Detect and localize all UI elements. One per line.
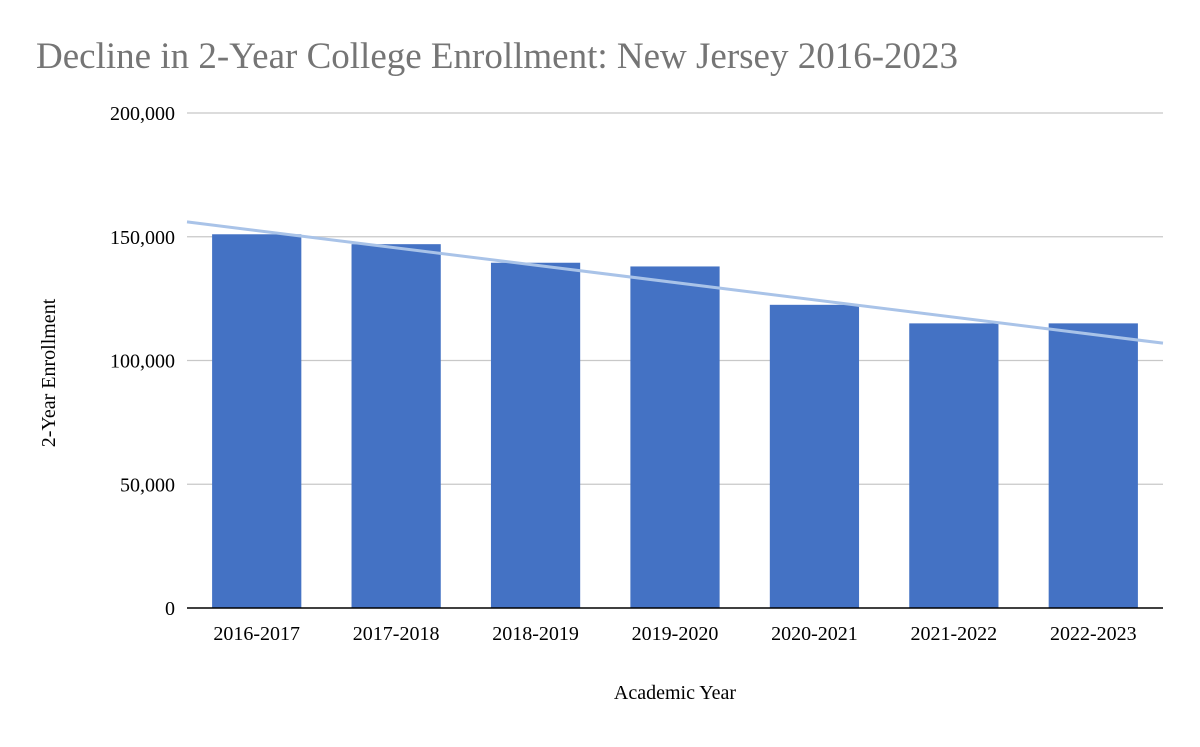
y-tick-label: 200,000 — [110, 103, 175, 125]
bar-2016-2017 — [212, 234, 302, 608]
axes: 0 50,000 100,000 150,000 200,000 2016-2017 201… — [110, 103, 1163, 645]
x-tick-label: 2016-2017 — [213, 623, 300, 645]
y-tick-label: 50,000 — [120, 474, 175, 496]
bar-2021-2022 — [909, 323, 999, 608]
x-tick-label: 2020-2021 — [771, 623, 858, 645]
trendline-layer — [186, 220, 1164, 345]
bar-2019-2020 — [630, 266, 720, 608]
chart-title: Decline in 2-Year College Enrollment: Ne… — [36, 36, 958, 77]
x-tick-label: 2018-2019 — [492, 623, 579, 645]
y-tick-label: 0 — [165, 598, 175, 620]
trendline — [186, 220, 1164, 345]
bar-2020-2021 — [769, 304, 860, 608]
y-tick-label: 150,000 — [110, 227, 175, 249]
y-axis-label: 2-Year Enrollment — [38, 298, 60, 447]
bar-2018-2019 — [490, 262, 581, 608]
x-tick-label: 2019-2020 — [632, 623, 719, 645]
bar-2022-2023 — [1048, 323, 1138, 608]
bars — [212, 234, 1138, 609]
x-axis-label: Academic Year — [614, 682, 737, 704]
bar-2017-2018 — [351, 244, 441, 609]
x-tick-label: 2021-2022 — [911, 623, 998, 645]
y-tick-label: 100,000 — [110, 351, 175, 373]
x-tick-label: 2017-2018 — [353, 623, 440, 645]
x-tick-label: 2022-2023 — [1050, 623, 1137, 645]
